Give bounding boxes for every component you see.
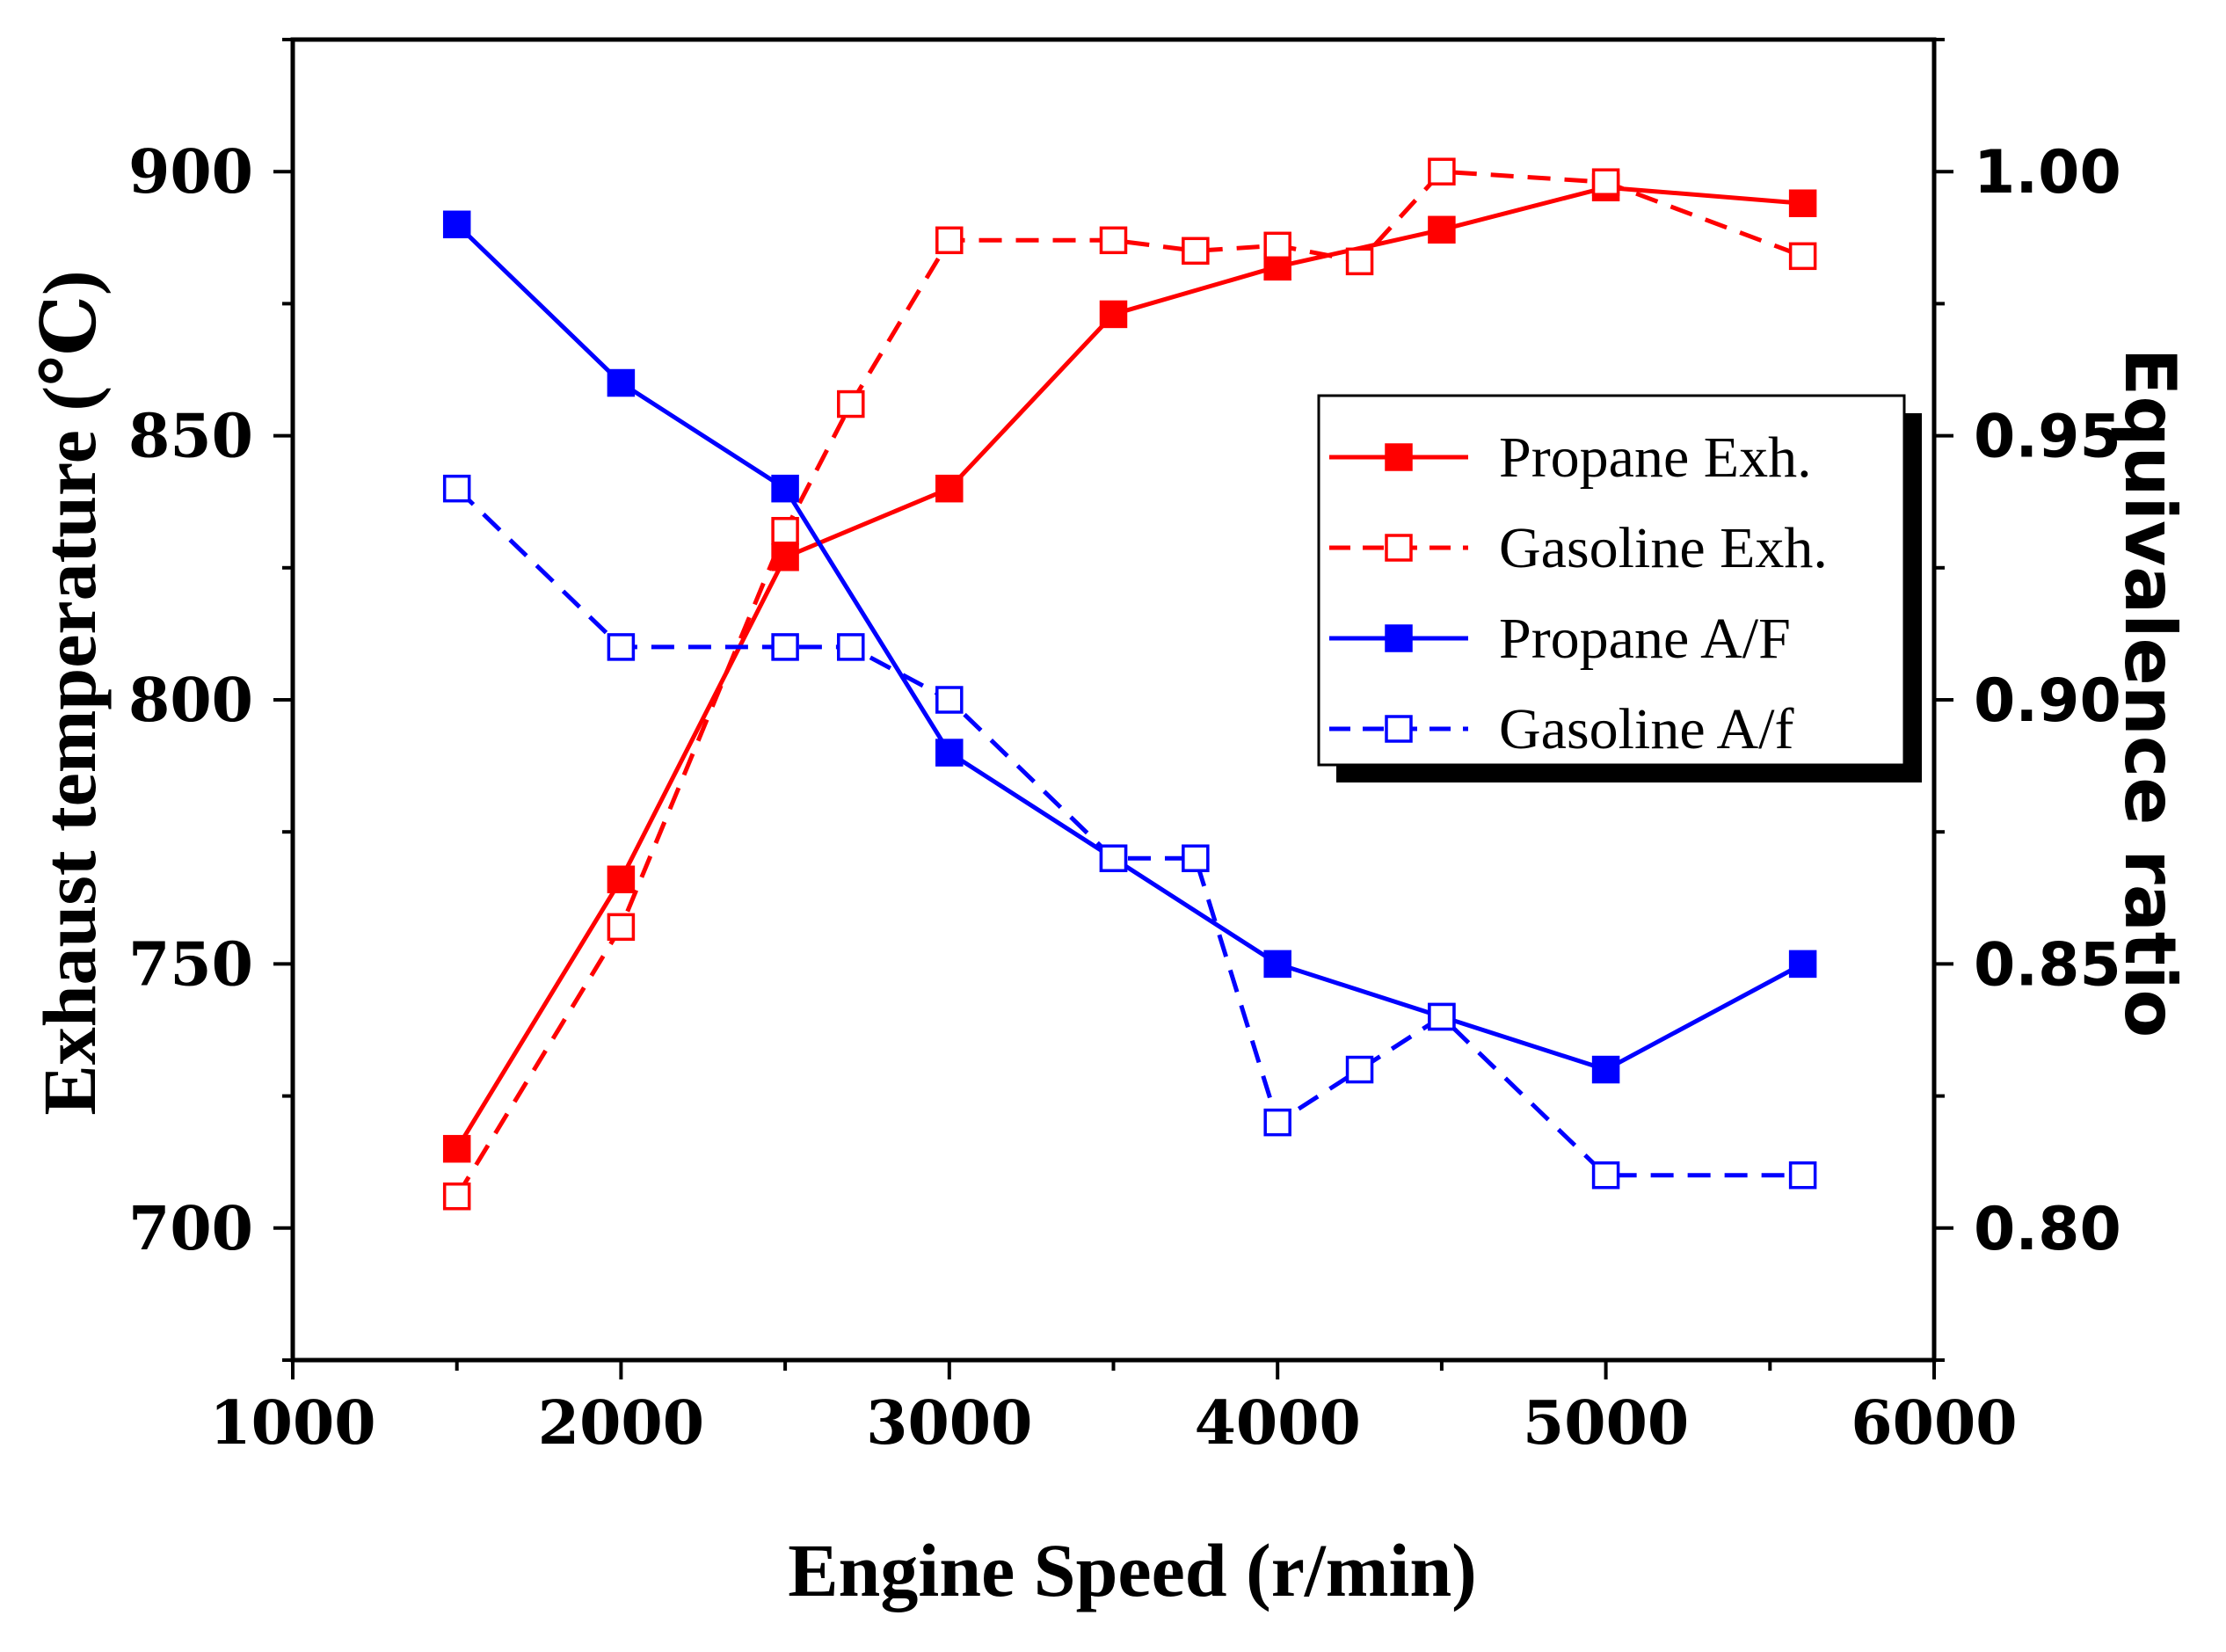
data-point — [1263, 950, 1291, 979]
data-point — [935, 226, 964, 255]
data-point — [1428, 1002, 1456, 1031]
legend-item: Propane Exh. — [1329, 426, 1812, 490]
y-tick-label: 700 — [128, 1194, 253, 1264]
data-point — [935, 739, 964, 767]
legend-item: Propane A/F — [1329, 607, 1791, 671]
legend-marker — [1385, 443, 1413, 471]
data-point — [1345, 247, 1374, 276]
legend-label: Gasoline Exh. — [1499, 516, 1828, 580]
series-layer — [442, 157, 1817, 1211]
data-point — [607, 865, 636, 894]
legend-label: Gasoline A/f — [1499, 697, 1793, 761]
series-2 — [442, 157, 1817, 1211]
data-point — [1099, 300, 1128, 329]
legend: Propane Exh. Gasoline Exh. Propane A/F Gaso… — [1317, 394, 1922, 782]
data-point — [442, 1183, 471, 1211]
data-point — [1182, 844, 1210, 872]
data-point — [1788, 242, 1817, 271]
data-point — [607, 913, 636, 942]
data-point — [1788, 950, 1817, 979]
x-tick-label: 3000 — [866, 1388, 1032, 1459]
x-tick-label: 5000 — [1523, 1388, 1689, 1459]
data-point — [607, 633, 636, 661]
data-point — [442, 210, 471, 239]
data-point — [1263, 231, 1291, 260]
y2-tick-label: 0.95 — [1974, 403, 2121, 472]
legend-marker — [1385, 534, 1413, 562]
data-point — [771, 633, 799, 661]
data-point — [1428, 157, 1456, 186]
data-point — [442, 474, 471, 503]
series-line — [455, 169, 1804, 1198]
data-point — [1099, 226, 1128, 255]
data-point — [1182, 237, 1210, 266]
data-point — [935, 686, 964, 714]
y-axis-left: 700 750 800 850 900 — [128, 38, 293, 1362]
legend-label: Propane A/F — [1499, 607, 1791, 671]
x-axis-title: Engine Speed (r/min) — [788, 1528, 1477, 1612]
y2-tick-label: 0.80 — [1974, 1195, 2121, 1264]
x-tick-label: 1000 — [209, 1388, 375, 1459]
data-point — [1345, 1055, 1374, 1084]
y-axis-right: 0.80 0.85 0.90 0.95 1.00 — [1934, 38, 2121, 1362]
data-point — [935, 474, 964, 503]
legend-item: Gasoline A/f — [1329, 697, 1793, 761]
x-tick-label: 2000 — [538, 1388, 704, 1459]
data-point — [1099, 844, 1128, 872]
data-point — [837, 389, 865, 418]
legend-marker — [1385, 715, 1413, 743]
data-point — [1788, 1161, 1817, 1190]
data-point — [1263, 1108, 1291, 1137]
series-4 — [442, 474, 1817, 1190]
y-tick-label: 850 — [128, 402, 253, 472]
data-point — [1591, 1161, 1620, 1190]
y2-tick-label: 0.90 — [1974, 666, 2121, 736]
legend-item: Gasoline Exh. — [1329, 516, 1828, 580]
data-point — [607, 368, 636, 397]
legend-marker — [1385, 624, 1413, 652]
legend-label: Propane Exh. — [1499, 426, 1812, 490]
data-point — [1788, 189, 1817, 217]
x-tick-label: 4000 — [1195, 1388, 1361, 1459]
data-point — [771, 516, 799, 545]
y-tick-label: 900 — [128, 137, 253, 207]
y2-tick-label: 0.85 — [1974, 930, 2121, 1000]
data-point — [1428, 215, 1456, 244]
y-axis-title: Exhaust temperature (℃) — [27, 270, 112, 1115]
data-point — [1591, 1055, 1620, 1084]
y2-axis-title: Equivalence ratio — [2109, 348, 2191, 1038]
data-point — [1591, 168, 1620, 196]
y-tick-label: 750 — [128, 929, 253, 1000]
y-tick-label: 800 — [128, 666, 253, 736]
x-tick-label: 6000 — [1851, 1388, 2017, 1459]
x-axis: 1000 2000 3000 4000 5000 6000 — [209, 1360, 2018, 1459]
data-point — [771, 474, 799, 503]
y2-tick-label: 1.00 — [1974, 138, 2121, 207]
data-point — [837, 633, 865, 661]
data-point — [442, 1134, 471, 1163]
